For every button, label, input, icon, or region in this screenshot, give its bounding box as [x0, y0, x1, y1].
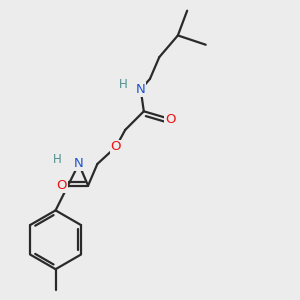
Text: O: O	[165, 112, 175, 125]
Text: N: N	[136, 83, 146, 96]
Text: N: N	[74, 158, 84, 170]
Text: O: O	[56, 179, 67, 192]
Text: H: H	[53, 153, 62, 166]
Text: H: H	[119, 79, 128, 92]
Text: O: O	[111, 140, 121, 153]
